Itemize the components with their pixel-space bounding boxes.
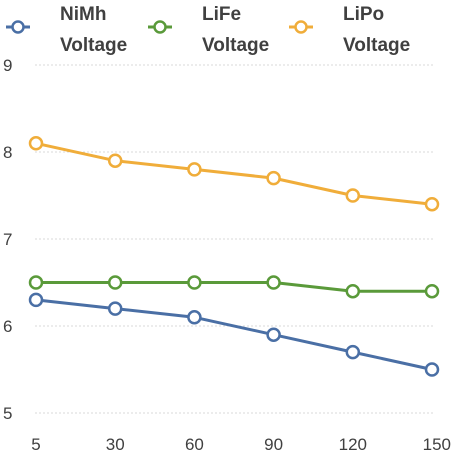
data-point [28, 292, 44, 308]
y-tick-label: 9 [3, 56, 12, 75]
data-point [107, 275, 123, 290]
data-point [345, 188, 361, 203]
x-tick-label: 5 [31, 435, 40, 454]
series-nimh [28, 292, 440, 377]
series-line [35, 298, 433, 371]
grid-lines [35, 64, 433, 414]
y-tick-label: 7 [3, 230, 12, 249]
data-point [266, 327, 281, 342]
series-line [35, 141, 433, 206]
data-point [187, 275, 202, 290]
legend-label-line2: Voltage [60, 35, 127, 56]
data-point [187, 162, 202, 177]
data-point [107, 301, 123, 316]
data-point [424, 196, 440, 212]
data-point [266, 170, 281, 186]
legend-label-line1: LiPo [343, 4, 384, 25]
series-line [36, 281, 432, 293]
series-group [28, 136, 440, 377]
data-point [345, 344, 361, 360]
y-axis: 5 6 7 8 9 [3, 56, 12, 423]
legend-label-line2: Voltage [343, 35, 410, 56]
x-tick-label: 120 [339, 435, 367, 454]
data-point [107, 153, 123, 168]
data-point [266, 275, 281, 290]
legend-item-lipo: LiPo Voltage [289, 4, 410, 56]
legend-label-line2: Voltage [202, 35, 269, 56]
x-axis: 5 30 60 90 120 150 [31, 435, 451, 454]
series-life [28, 275, 440, 299]
legend: NiMh Voltage LiFe Voltage LiPo Voltage [6, 4, 410, 56]
y-tick-label: 8 [3, 143, 12, 162]
data-point [28, 136, 44, 151]
legend-item-life: LiFe Voltage [148, 4, 269, 56]
x-tick-label: 60 [185, 435, 204, 454]
data-point [28, 275, 44, 290]
x-tick-label: 90 [264, 435, 283, 454]
data-point [345, 283, 361, 299]
data-point [424, 362, 440, 377]
data-point [424, 283, 440, 299]
legend-swatch-marker [153, 20, 167, 34]
series-lipo [28, 136, 440, 212]
legend-swatch-marker [294, 20, 308, 34]
x-tick-label: 30 [106, 435, 125, 454]
y-tick-label: 6 [3, 317, 12, 336]
legend-swatch-marker [11, 20, 25, 34]
data-point [187, 310, 202, 325]
x-tick-label: 150 [423, 435, 451, 454]
legend-label-line1: NiMh [60, 4, 106, 25]
y-tick-label: 5 [3, 404, 12, 423]
legend-label-line1: LiFe [202, 4, 241, 25]
legend-item-nimh: NiMh Voltage [6, 4, 127, 56]
